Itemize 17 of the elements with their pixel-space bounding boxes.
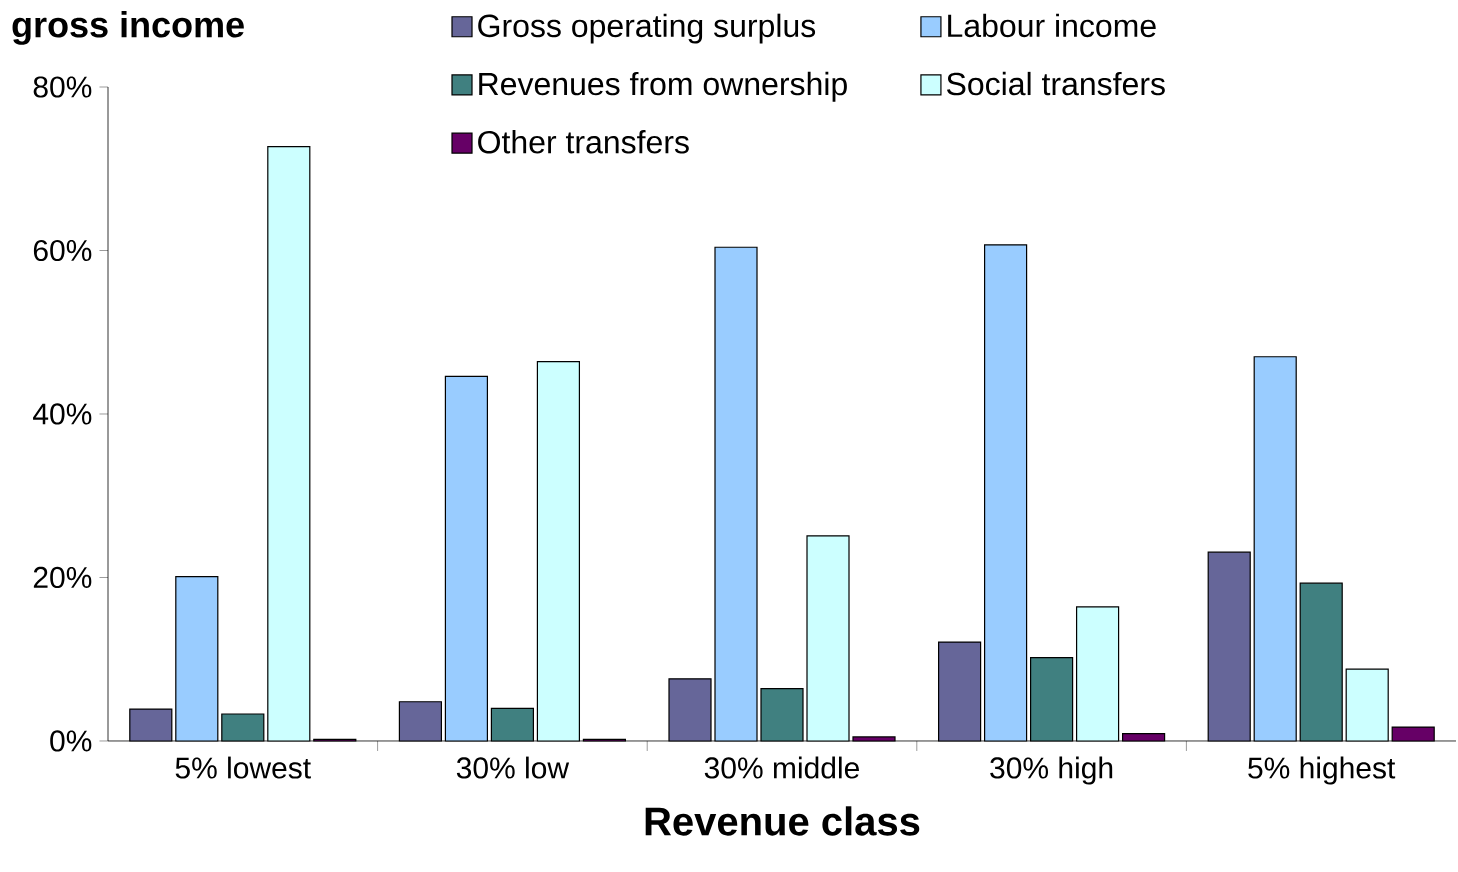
legend-label: Gross operating surplus (478, 13, 816, 44)
y-tick-label: 60% (33, 239, 92, 262)
y-tick-label: 40% (33, 403, 92, 425)
legend-label: Other transfers (478, 130, 689, 154)
x-tick-label: 30% high (990, 756, 1113, 785)
legend-label: Revenues from ownership (479, 71, 847, 102)
y-tick-label: 80% (33, 76, 92, 98)
x-tick-label: 30% middle (704, 756, 859, 779)
legend-label: Social transfers (946, 71, 1165, 96)
chart-title: gross income (12, 11, 244, 45)
x-axis-title: Revenue class (645, 806, 920, 836)
x-tick-label: 5% lowest (175, 756, 311, 779)
legend-label: Labour income (948, 13, 1156, 38)
y-tick-label: 20% (33, 566, 92, 589)
x-tick-label: 30% low (456, 756, 570, 779)
y-tick-label: 0% (50, 730, 92, 752)
x-tick-label: 5% highest (1248, 756, 1396, 785)
